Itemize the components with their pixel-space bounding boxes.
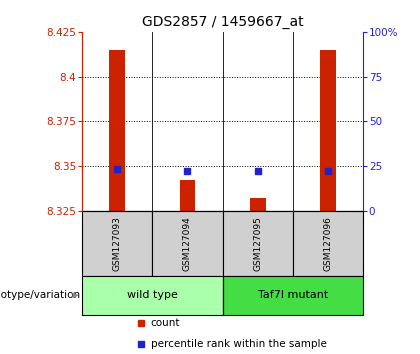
Title: GDS2857 / 1459667_at: GDS2857 / 1459667_at (142, 16, 303, 29)
FancyBboxPatch shape (293, 211, 363, 276)
Bar (250, 198, 265, 211)
Text: genotype/variation: genotype/variation (0, 290, 81, 301)
Text: percentile rank within the sample: percentile rank within the sample (151, 339, 327, 349)
FancyBboxPatch shape (223, 276, 363, 315)
FancyBboxPatch shape (82, 211, 152, 276)
FancyBboxPatch shape (223, 211, 293, 276)
Bar (180, 180, 195, 211)
Bar (109, 50, 125, 211)
Text: GSM127096: GSM127096 (324, 216, 333, 271)
Text: Taf7l mutant: Taf7l mutant (258, 290, 328, 301)
Text: count: count (151, 318, 180, 327)
FancyBboxPatch shape (152, 211, 223, 276)
Bar (320, 50, 336, 211)
Text: wild type: wild type (127, 290, 178, 301)
Text: GSM127094: GSM127094 (183, 216, 192, 271)
FancyBboxPatch shape (82, 276, 223, 315)
Text: GSM127095: GSM127095 (253, 216, 262, 271)
Text: GSM127093: GSM127093 (113, 216, 121, 271)
